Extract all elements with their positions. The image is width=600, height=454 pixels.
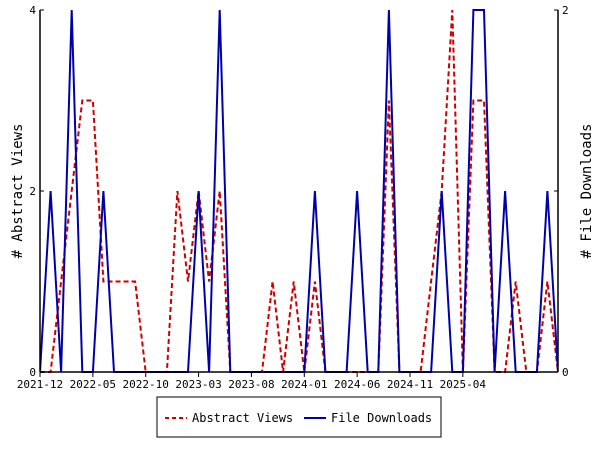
- legend: Abstract Views File Downloads: [156, 396, 442, 438]
- axes: 0 2 4 0 2 2021-12 2022-05 2022-10 2023-03 2023-08…: [17, 4, 569, 391]
- x-tick-label: 2025-04: [440, 378, 487, 391]
- y-tick-label-left: 4: [29, 4, 36, 17]
- x-tick-label: 2024-01: [281, 378, 327, 391]
- x-tick-label: 2024-06: [334, 378, 380, 391]
- x-tick-label: 2021-12: [17, 378, 63, 391]
- x-tick-label: 2022-05: [70, 378, 116, 391]
- legend-label-file-downloads: File Downloads: [331, 411, 432, 425]
- y-tick-label-right: 2: [562, 4, 569, 17]
- plot-background: [40, 10, 558, 372]
- y-tick-label-left: 0: [29, 366, 36, 379]
- y-tick-label-right: 0: [562, 366, 569, 379]
- y-axis-title-left: # Abstract Views: [10, 124, 26, 259]
- y-axis-title-right: # File Downloads: [579, 124, 595, 259]
- x-tick-label: 2024-11: [387, 378, 433, 391]
- x-tick-label: 2022-10: [123, 378, 169, 391]
- plot-area: [40, 10, 558, 372]
- series-line-abstract-views: [40, 9, 558, 373]
- x-tick-label: 2023-03: [175, 378, 221, 391]
- y-tick-label-left: 2: [29, 185, 36, 198]
- legend-box: [156, 396, 442, 438]
- x-tick-label: 2023-08: [228, 378, 274, 391]
- legend-label-abstract-views: Abstract Views: [192, 411, 293, 425]
